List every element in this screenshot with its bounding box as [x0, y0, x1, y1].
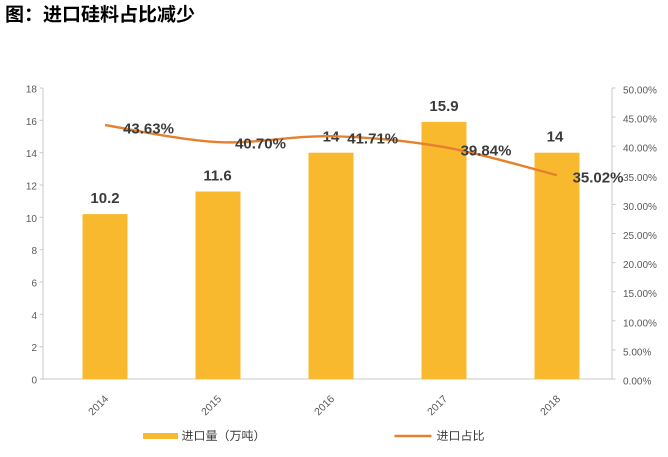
svg-text:25.00%: 25.00% — [623, 231, 657, 242]
svg-text:14: 14 — [547, 129, 564, 146]
svg-text:41.71%: 41.71% — [347, 131, 398, 148]
svg-text:40.70%: 40.70% — [235, 136, 286, 153]
svg-text:0: 0 — [31, 376, 37, 387]
svg-text:15.00%: 15.00% — [623, 289, 657, 300]
svg-text:40.00%: 40.00% — [623, 144, 657, 155]
svg-text:5.00%: 5.00% — [623, 347, 651, 358]
svg-text:4: 4 — [31, 311, 37, 322]
svg-text:45.00%: 45.00% — [623, 115, 657, 126]
svg-text:10.00%: 10.00% — [623, 318, 657, 329]
svg-text:35.02%: 35.02% — [573, 170, 624, 187]
svg-text:35.00%: 35.00% — [623, 173, 657, 184]
svg-text:8: 8 — [31, 246, 37, 257]
svg-text:43.63%: 43.63% — [123, 121, 174, 138]
svg-text:11.6: 11.6 — [203, 168, 231, 185]
svg-text:2: 2 — [31, 343, 37, 354]
svg-text:39.84%: 39.84% — [461, 143, 512, 160]
svg-text:10.2: 10.2 — [90, 190, 119, 207]
svg-text:10: 10 — [26, 214, 38, 225]
svg-text:12: 12 — [26, 182, 38, 193]
svg-text:20.00%: 20.00% — [623, 260, 657, 271]
svg-text:14: 14 — [26, 149, 38, 160]
svg-text:50.00%: 50.00% — [623, 86, 657, 97]
svg-text:0.00%: 0.00% — [623, 377, 651, 388]
svg-text:18: 18 — [26, 85, 38, 96]
svg-text:16: 16 — [26, 117, 38, 128]
svg-text:30.00%: 30.00% — [623, 202, 657, 213]
svg-text:6: 6 — [31, 279, 37, 290]
svg-text:15.9: 15.9 — [429, 98, 458, 115]
